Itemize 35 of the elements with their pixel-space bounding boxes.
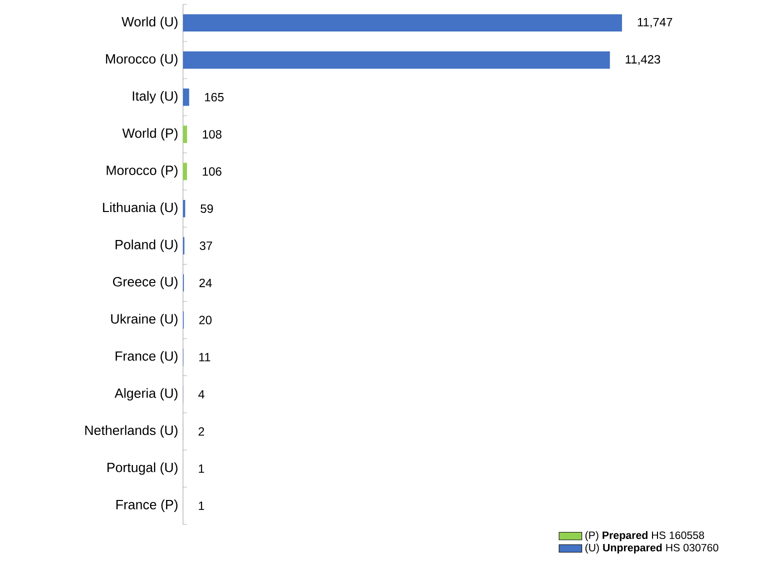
data-label: 1 — [198, 464, 204, 473]
legend-label: (P) Prepared HS 160558 — [585, 531, 704, 542]
y-tick-label: World (U) — [122, 16, 178, 30]
y-tick-label: Netherlands (U) — [85, 425, 178, 438]
y-tick-label: Portugal (U) — [108, 462, 178, 475]
y-tick-label: France (P) — [116, 500, 178, 512]
y-tick-label: Greece (U) — [113, 276, 178, 290]
y-tick-label: Morocco (P) — [106, 165, 178, 178]
data-label: 59 — [200, 204, 213, 213]
data-label: 1 — [198, 502, 204, 510]
data-label: 11,423 — [626, 55, 660, 65]
data-label: 24 — [199, 278, 212, 288]
y-tick-label: World (P) — [122, 128, 178, 141]
bar — [183, 14, 622, 32]
data-label: 37 — [200, 241, 212, 250]
data-label: 106 — [202, 167, 222, 176]
y-tick-label: Poland (U) — [116, 240, 178, 252]
data-label: 165 — [205, 92, 224, 102]
data-label: 4 — [198, 390, 204, 398]
data-label: 2 — [198, 427, 204, 436]
data-label: 108 — [202, 130, 222, 139]
data-label: 11,747 — [638, 18, 672, 28]
y-tick-label: Italy (U) — [132, 90, 178, 104]
y-tick-label: Lithuania (U) — [103, 202, 178, 215]
data-label: 20 — [199, 316, 212, 324]
bar — [183, 126, 188, 143]
bar — [183, 51, 610, 69]
bar — [183, 88, 190, 106]
bar — [183, 162, 187, 180]
data-label: 11 — [199, 353, 210, 362]
y-tick-label: France (U) — [116, 350, 178, 364]
y-tick-label: Algeria (U) — [114, 388, 178, 401]
y-tick-label: Ukraine (U) — [111, 314, 178, 326]
y-tick-label: Morocco (U) — [106, 54, 178, 66]
legend-label: (U) Unprepared HS 030760 — [585, 544, 718, 554]
